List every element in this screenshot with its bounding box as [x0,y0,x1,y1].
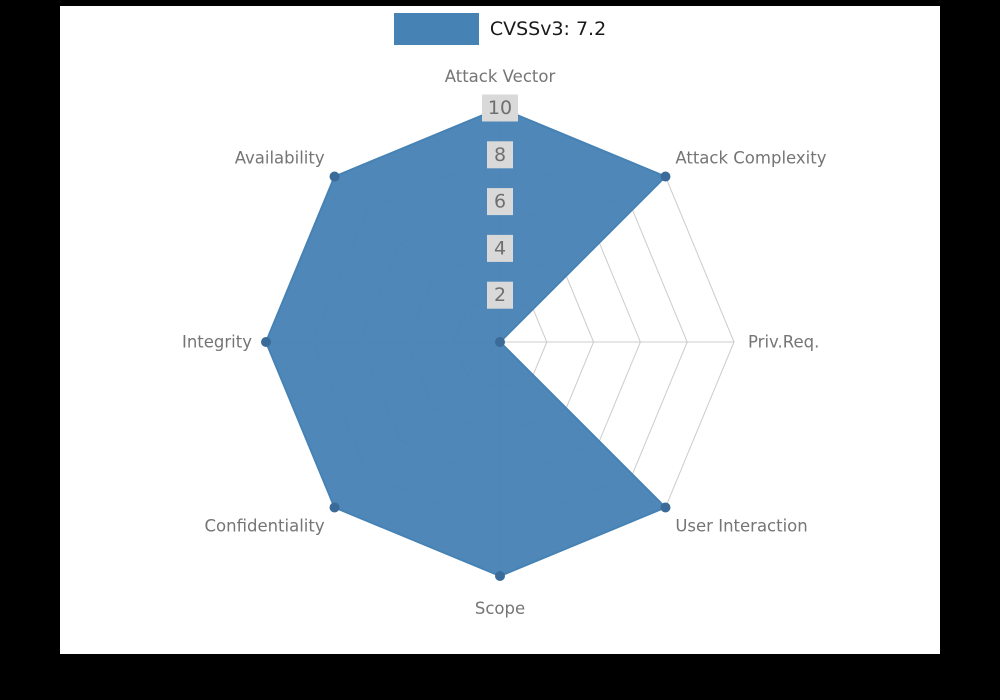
vertex-marker [660,171,671,182]
axis-label: User Interaction [675,516,807,535]
tick-label-bg [482,94,518,122]
tick-label: 2 [494,284,506,306]
axis-label: Availability [235,149,325,168]
tick-label: 10 [488,97,512,119]
vertex-marker [329,171,340,182]
axis-label-layer: Attack Vector Attack Complexity Priv.Req. U… [182,67,827,618]
tick-label: 6 [494,191,506,213]
tick-label-bg [487,281,513,309]
vertex-marker [329,502,340,513]
vertex-marker [660,502,671,513]
tick-layer: 2 4 6 8 10 [482,94,518,309]
vertex-marker [495,571,505,581]
axis-label: Scope [475,599,525,618]
axis-label: Confidentiality [205,516,325,535]
axis-label: Integrity [182,333,252,352]
tick-label: 4 [494,237,506,259]
vertex-marker [261,337,271,347]
axis-label: Attack Complexity [675,149,826,168]
tick-label-bg [487,188,513,216]
axis-label: Attack Vector [445,67,556,86]
axis-label: Priv.Req. [748,333,819,352]
tick-label-bg [487,141,513,169]
vertex-marker [495,337,505,347]
tick-label: 8 [494,144,506,166]
tick-label-bg [487,234,513,262]
